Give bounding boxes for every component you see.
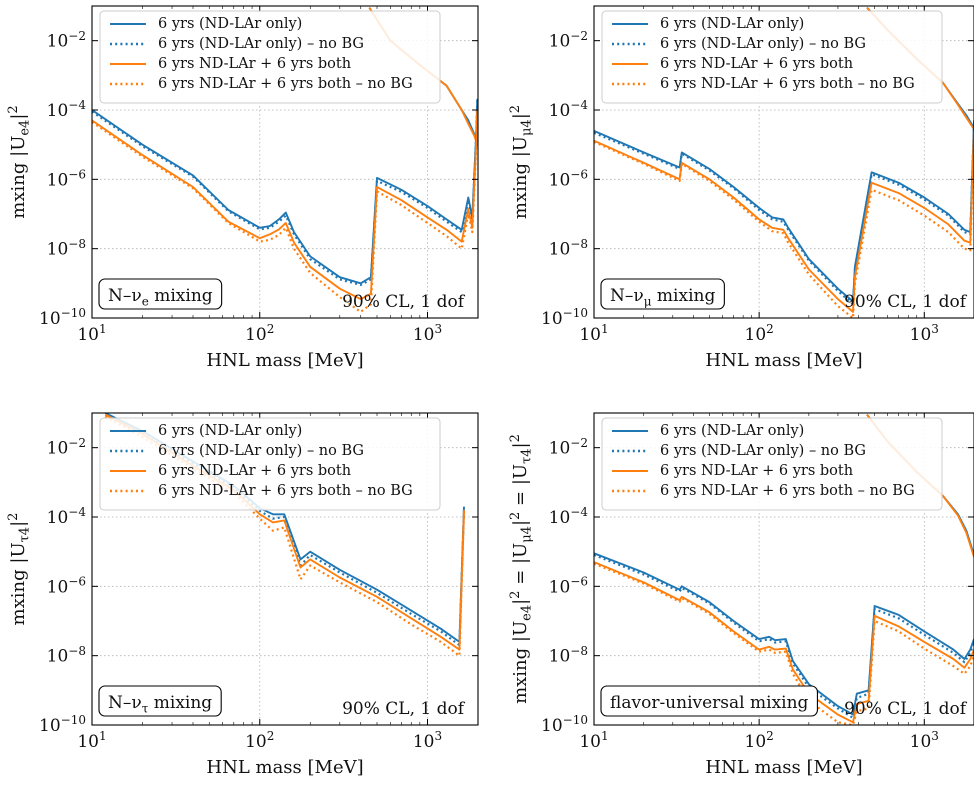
legend-entry-label: 6 yrs (ND-LAr only) – no BG (158, 36, 364, 52)
y-tick-label: 10−8​ (47, 237, 86, 260)
y-tick-label: 10−10​ (541, 713, 588, 736)
y-tick-label: 10−10​ (39, 306, 86, 329)
axes-frame (91, 412, 479, 726)
y-tick-label: 10−4​ (47, 505, 87, 528)
legend-entry-label: 6 yrs (ND-LAr only) (158, 423, 302, 439)
confidence-level-label: 90% CL, 1 dof (844, 699, 968, 719)
y-tick-label: 10−2​ (47, 29, 86, 52)
panel-2: 101​ 102​ 103​ 10−10​ 10−8​ 10−6​ 10−4​ 10−2​ HN… (508, 5, 974, 371)
legend-entry-label: 6 yrs ND-LAr + 6 yrs both – no BG (158, 483, 413, 499)
y-tick-label: 10−6​ (549, 168, 588, 191)
series-line-3 (92, 109, 478, 301)
legend-entry-label: 6 yrs (ND-LAr only) (660, 423, 804, 439)
y-tick-label: 10−6​ (549, 575, 588, 598)
x-tick-label: 101​ (77, 322, 106, 345)
legend-entry-label: 6 yrs ND-LAr + 6 yrs both (158, 463, 351, 479)
legend-box (99, 10, 441, 104)
x-tick-label: 101​ (579, 729, 608, 752)
y-tick-label: 10−2​ (47, 436, 86, 459)
legend: 6 yrs (ND-LAr only) 6 yrs (ND-LAr only) –… (99, 417, 441, 511)
axes-frame (91, 5, 479, 319)
legend-entry-label: 6 yrs ND-LAr + 6 yrs both (660, 56, 853, 72)
legend-entry-label: 6 yrs (ND-LAr only) (660, 16, 804, 32)
axes-frame (593, 412, 974, 726)
mixing-label: flavor-universal mixing (610, 693, 809, 713)
y-tick-label: 10−10​ (39, 713, 86, 736)
y-tick-label: 10−10​ (541, 306, 588, 329)
x-tick-label: 102​ (245, 322, 274, 345)
y-tick-label: 10−2​ (549, 436, 588, 459)
y-tick-label: 10−2​ (549, 29, 588, 52)
x-tick-label: 101​ (579, 322, 608, 345)
x-axis-label: HNL mass [MeV] (705, 350, 862, 371)
panel-1: 101​ 102​ 103​ 10−10​ 10−8​ 10−6​ 10−4​ 10−2​ HN… (6, 5, 479, 371)
x-tick-label: 103​ (910, 729, 939, 752)
legend-entry-label: 6 yrs ND-LAr + 6 yrs both – no BG (158, 76, 413, 92)
panel-4: 101​ 102​ 103​ 10−10​ 10−8​ 10−6​ 10−4​ 10−2​ HN… (508, 412, 974, 778)
axes-frame (593, 5, 974, 319)
legend-entry-label: 6 yrs ND-LAr + 6 yrs both – no BG (660, 483, 915, 499)
mixing-label: N–νμ​ mixing (610, 286, 715, 308)
confidence-level-label: 90% CL, 1 dof (342, 292, 466, 312)
x-axis-label: HNL mass [MeV] (206, 350, 363, 371)
y-tick-label: 10−6​ (47, 168, 86, 191)
mixing-label-box (98, 278, 223, 310)
legend: 6 yrs (ND-LAr only) 6 yrs (ND-LAr only) –… (99, 10, 441, 104)
legend-entry-label: 6 yrs (ND-LAr only) (158, 16, 302, 32)
y-tick-label: 10−8​ (47, 644, 86, 667)
y-tick-label: 10−4​ (549, 98, 589, 121)
series-line-1 (594, 552, 974, 716)
x-tick-label: 103​ (413, 729, 442, 752)
legend-entry-label: 6 yrs (ND-LAr only) – no BG (660, 443, 866, 459)
legend: 6 yrs (ND-LAr only) 6 yrs (ND-LAr only) –… (601, 10, 943, 104)
y-axis-label: mxing |Uτ4​|2​ (6, 513, 33, 626)
y-axis-label: mxing |Ue4​|2​ (6, 105, 33, 218)
series-line-2 (92, 100, 478, 286)
legend-entry-label: 6 yrs (ND-LAr only) – no BG (660, 36, 866, 52)
legend: 6 yrs (ND-LAr only) 6 yrs (ND-LAr only) –… (601, 417, 943, 511)
mixing-label-box (98, 685, 222, 717)
series-line-4 (104, 415, 466, 657)
confidence-level-label: 90% CL, 1 dof (342, 699, 466, 719)
y-axis-label: mxing |Uμ4​|2​ (508, 105, 535, 219)
x-tick-label: 102​ (245, 729, 274, 752)
x-tick-label: 102​ (745, 729, 774, 752)
series-line-1 (92, 98, 478, 285)
mixing-label: N–νe​ mixing (108, 286, 213, 308)
x-tick-label: 103​ (413, 322, 442, 345)
x-axis-label: HNL mass [MeV] (206, 757, 363, 778)
legend-entry-label: 6 yrs ND-LAr + 6 yrs both – no BG (660, 76, 915, 92)
legend-box (601, 417, 943, 511)
mixing-label: N–ντ​ mixing (108, 693, 212, 715)
legend-entry-label: 6 yrs ND-LAr + 6 yrs both (158, 56, 351, 72)
series-line-2 (594, 121, 974, 306)
legend-entry-label: 6 yrs (ND-LAr only) – no BG (158, 443, 364, 459)
panel-3: 101​ 102​ 103​ 10−10​ 10−8​ 10−6​ 10−4​ 10−2​ HN… (6, 412, 479, 778)
y-tick-label: 10−4​ (47, 98, 87, 121)
legend-box (99, 417, 441, 511)
mixing-label-box (600, 685, 818, 717)
legend-entry-label: 6 yrs ND-LAr + 6 yrs both (660, 463, 853, 479)
y-tick-label: 10−6​ (47, 575, 86, 598)
y-tick-label: 10−4​ (549, 505, 589, 528)
x-tick-label: 102​ (745, 322, 774, 345)
y-tick-label: 10−8​ (549, 644, 588, 667)
y-tick-label: 10−8​ (549, 237, 588, 260)
legend-box (601, 10, 943, 104)
mixing-label-box (600, 278, 725, 310)
x-tick-label: 103​ (910, 322, 939, 345)
x-axis-label: HNL mass [MeV] (705, 757, 862, 778)
x-tick-label: 101​ (77, 729, 106, 752)
y-axis-label: mxing |Ue4​|2​ = |Uμ4​|2​ = |Uτ4​|2​ (508, 434, 535, 704)
confidence-level-label: 90% CL, 1 dof (844, 292, 968, 312)
